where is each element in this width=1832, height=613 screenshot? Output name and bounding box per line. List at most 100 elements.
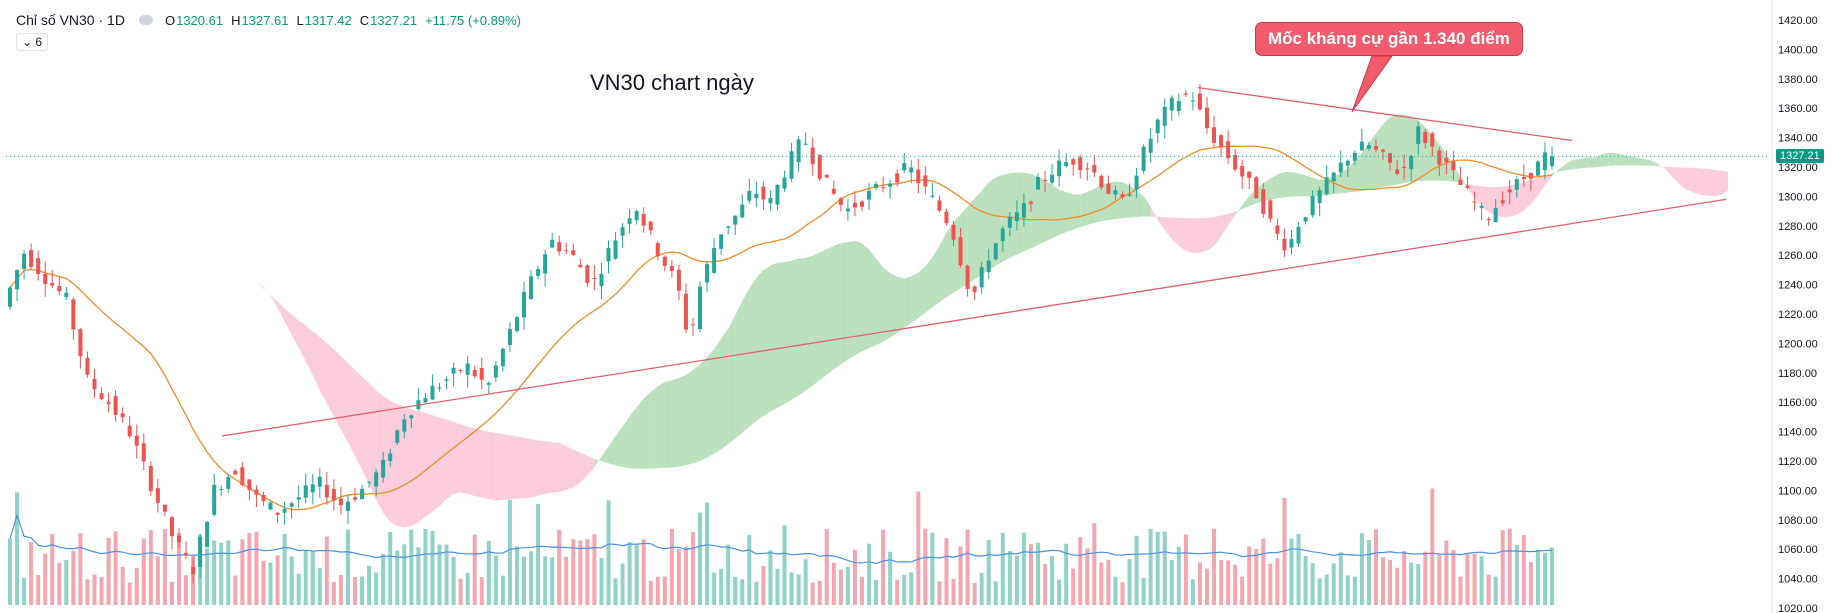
ichimoku-cloud-segment (601, 446, 609, 464)
volume-bar (817, 580, 822, 605)
ichimoku-cloud-segment (622, 416, 630, 469)
volume-bar (444, 544, 449, 605)
ichimoku-cloud-segment (1199, 217, 1207, 253)
volume-bar (1275, 558, 1280, 605)
candle-body (1134, 175, 1139, 190)
candle-body (1028, 201, 1033, 204)
candle-body (1388, 153, 1393, 163)
volume-bar (1240, 576, 1245, 605)
ichimoku-cloud-segment (1122, 182, 1130, 219)
volume-bar (289, 556, 294, 605)
volume-bar (1430, 488, 1435, 605)
volume-bar (1444, 540, 1449, 605)
volume-bar (1113, 576, 1118, 605)
volume-bar (184, 575, 189, 605)
candle-body (909, 167, 914, 173)
volume-bar (381, 553, 386, 605)
volume-bar (564, 556, 569, 605)
volume-bar (979, 573, 984, 605)
symbol-title[interactable]: Chỉ số VN30 · 1D (16, 12, 125, 28)
ichimoku-cloud-segment (1390, 114, 1398, 186)
volume-bar (50, 534, 55, 605)
volume-bar (1226, 560, 1231, 605)
candle-body (345, 501, 350, 512)
candle-body (1359, 141, 1364, 151)
candle-body (1078, 157, 1083, 171)
candle-body (92, 378, 97, 390)
candle-body (507, 329, 512, 346)
ichimoku-cloud-segment (1552, 168, 1560, 177)
ichimoku-cloud-segment (249, 278, 257, 283)
volume-bar (683, 547, 688, 605)
ichimoku-cloud-segment (467, 426, 475, 497)
volume-bar (486, 540, 491, 605)
candle-body (676, 269, 681, 291)
volume-bar (1043, 564, 1048, 605)
volume-bar (627, 542, 632, 605)
ichimoku-cloud-segment (235, 275, 243, 277)
candle-body (1050, 174, 1055, 183)
ichimoku-cloud-segment (340, 356, 348, 443)
ichimoku-cloud-segment (298, 320, 306, 362)
ichimoku-cloud-segment (1608, 152, 1616, 166)
y-tick-label: 1020.00 (1778, 603, 1818, 613)
candle-body (930, 195, 935, 197)
volume-bar (831, 562, 836, 605)
ichimoku-cloud-segment (735, 301, 743, 439)
ichimoku-cloud-segment (312, 331, 320, 391)
ichimoku-cloud-segment (1516, 182, 1524, 215)
ichimoku-cloud-segment (1713, 169, 1721, 197)
ichimoku-cloud-segment (854, 240, 862, 356)
ichimoku-cloud-segment (1094, 185, 1102, 223)
volume-bar (317, 568, 322, 605)
ichimoku-cloud-segment (770, 262, 778, 412)
candle-body (1521, 176, 1526, 180)
candle-body (85, 357, 90, 375)
volume-bar (268, 562, 273, 605)
candle-body (1092, 165, 1097, 173)
volume-bar (310, 550, 315, 605)
volume-bar (106, 537, 111, 605)
volume-bar (507, 499, 512, 605)
candle-body (874, 184, 879, 188)
ichimoku-cloud-segment (1214, 215, 1222, 247)
candle-body (1120, 194, 1125, 198)
volume-bar (1458, 576, 1463, 605)
ichimoku-cloud-segment (1150, 206, 1158, 220)
indicator-toggle-button[interactable]: ⌄ 6 (16, 33, 49, 51)
volume-bar (1155, 531, 1160, 605)
ichimoku-cloud-segment (1066, 192, 1074, 233)
ichimoku-cloud-segment (1720, 170, 1729, 195)
volume-bar (1176, 546, 1181, 605)
candle-body (205, 522, 210, 548)
volume-bar (500, 575, 505, 605)
candle-body (219, 489, 224, 491)
candle-body (1268, 200, 1273, 219)
candle-body (99, 393, 104, 400)
volume-bar (1507, 528, 1512, 605)
ichimoku-cloud-segment (728, 315, 736, 445)
ichimoku-cloud-segment (1305, 175, 1313, 197)
candle-body (268, 502, 273, 510)
ichimoku-cloud-segment (1502, 185, 1510, 218)
ichimoku-cloud-segment (256, 282, 264, 289)
candle-body (1141, 146, 1146, 171)
candle-body (669, 266, 674, 271)
ichimoku-cloud-segment (1530, 177, 1538, 205)
candle-body (381, 459, 386, 478)
ichimoku-cloud-segment (819, 249, 827, 381)
candle-body (1085, 168, 1090, 170)
candle-body (1240, 166, 1245, 177)
volume-bar (1247, 546, 1252, 605)
candle-body (648, 221, 653, 231)
ichimoku-cloud-segment (1573, 158, 1581, 170)
candle-body (768, 197, 773, 204)
candle-body (395, 430, 400, 443)
ichimoku-cloud-segment (1347, 160, 1355, 193)
volume-bar (247, 533, 252, 605)
volume-bar (1479, 556, 1484, 605)
candle-body (993, 243, 998, 260)
ichimoku-cloud-segment (890, 273, 898, 338)
volume-bar (923, 528, 928, 605)
